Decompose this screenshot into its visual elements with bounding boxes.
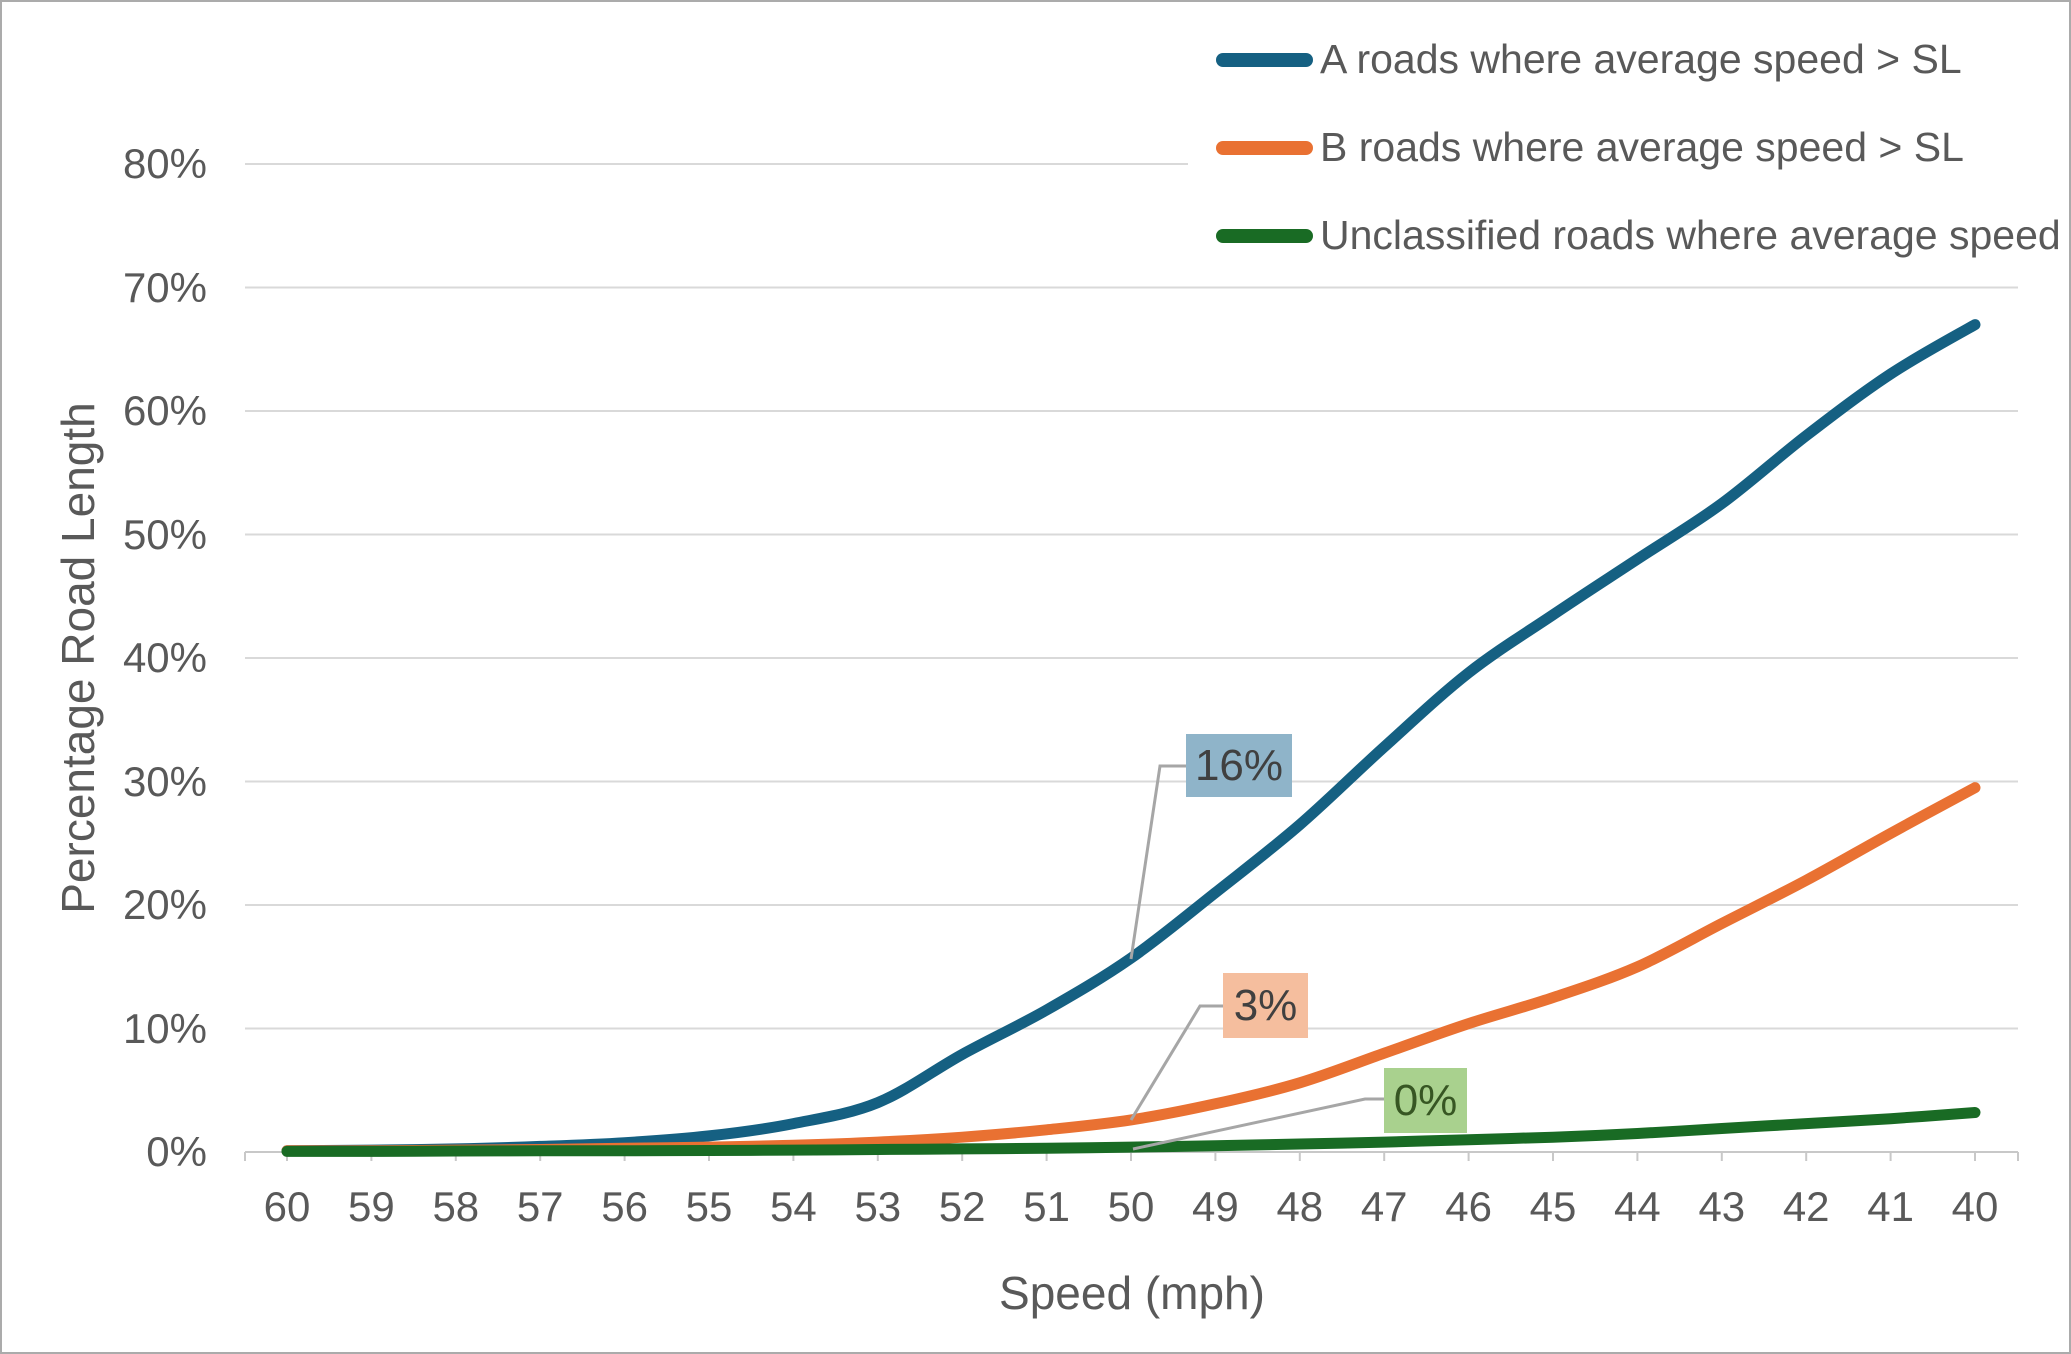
y-tick-label: 30% [122,757,207,805]
x-tick-label: 40 [1951,1183,1999,1230]
legend-line-marker-icon [1216,228,1313,243]
legend-item[interactable]: B roads where average speed > SL [1216,124,1964,171]
legend: A roads where average speed > SL B roads … [1188,14,2069,266]
series-line-b [281,782,1981,1157]
legend-item-label: A roads where average speed > SL [1320,36,1962,82]
y-tick-label: 70% [122,263,207,311]
series-line-a [281,319,1981,1157]
data-label-callout[interactable]: 0% [1384,1068,1467,1133]
x-tick-label: 42 [1782,1183,1830,1230]
x-tick-label: 58 [432,1183,480,1230]
y-tick-label: 60% [122,387,207,434]
x-tick-label: 45 [1529,1183,1577,1230]
x-tick-label: 46 [1445,1183,1492,1230]
x-tick-label: 47 [1360,1183,1408,1230]
x-tick-label: 51 [1023,1183,1070,1230]
y-axis-title: Percentage Road Length [52,402,104,914]
y-tick-label: 40% [122,634,207,681]
legend-line-marker-icon [1216,140,1313,155]
y-tick-label: 50% [122,510,207,558]
y-tick-label: 0% [146,1128,207,1175]
x-tick-label: 48 [1276,1183,1324,1230]
legend-item-label: B roads where average speed > SL [1320,124,1964,170]
x-tick-label: 60 [263,1183,311,1230]
callout-leader-line [1129,764,1186,960]
x-tick-label: 49 [1192,1183,1239,1230]
y-tick-label: 10% [122,1004,207,1052]
x-tick-label: 50 [1107,1183,1155,1230]
y-tick-label: 20% [122,881,207,928]
series-line-unclassified [281,1107,1981,1157]
data-label-callout[interactable]: 16% [1186,734,1292,797]
x-tick-label: 41 [1867,1183,1914,1230]
legend-item-label: Unclassified roads where average speed >… [1320,212,2069,258]
legend-item[interactable]: A roads where average speed > SL [1216,36,1962,83]
x-tick-label: 55 [685,1183,733,1230]
x-tick-label: 52 [938,1183,986,1230]
legend-line-marker-icon [1216,52,1313,67]
x-axis-title: Speed (mph) [999,1267,1265,1319]
callout-leader-line [1132,1097,1384,1151]
y-tick-label: 80% [122,140,207,187]
data-label-callout[interactable]: 3% [1223,973,1308,1038]
x-tick-label: 54 [770,1183,817,1230]
x-tick-label: 44 [1614,1183,1661,1230]
legend-item[interactable]: Unclassified roads where average speed >… [1216,212,2069,259]
x-tick-label: 59 [348,1183,395,1230]
x-tick-label: 53 [854,1183,902,1230]
callout-leader-line [1129,1004,1223,1121]
x-tick-label: 57 [516,1183,564,1230]
x-tick-label: 43 [1698,1183,1746,1230]
x-tick-label: 56 [601,1183,648,1230]
